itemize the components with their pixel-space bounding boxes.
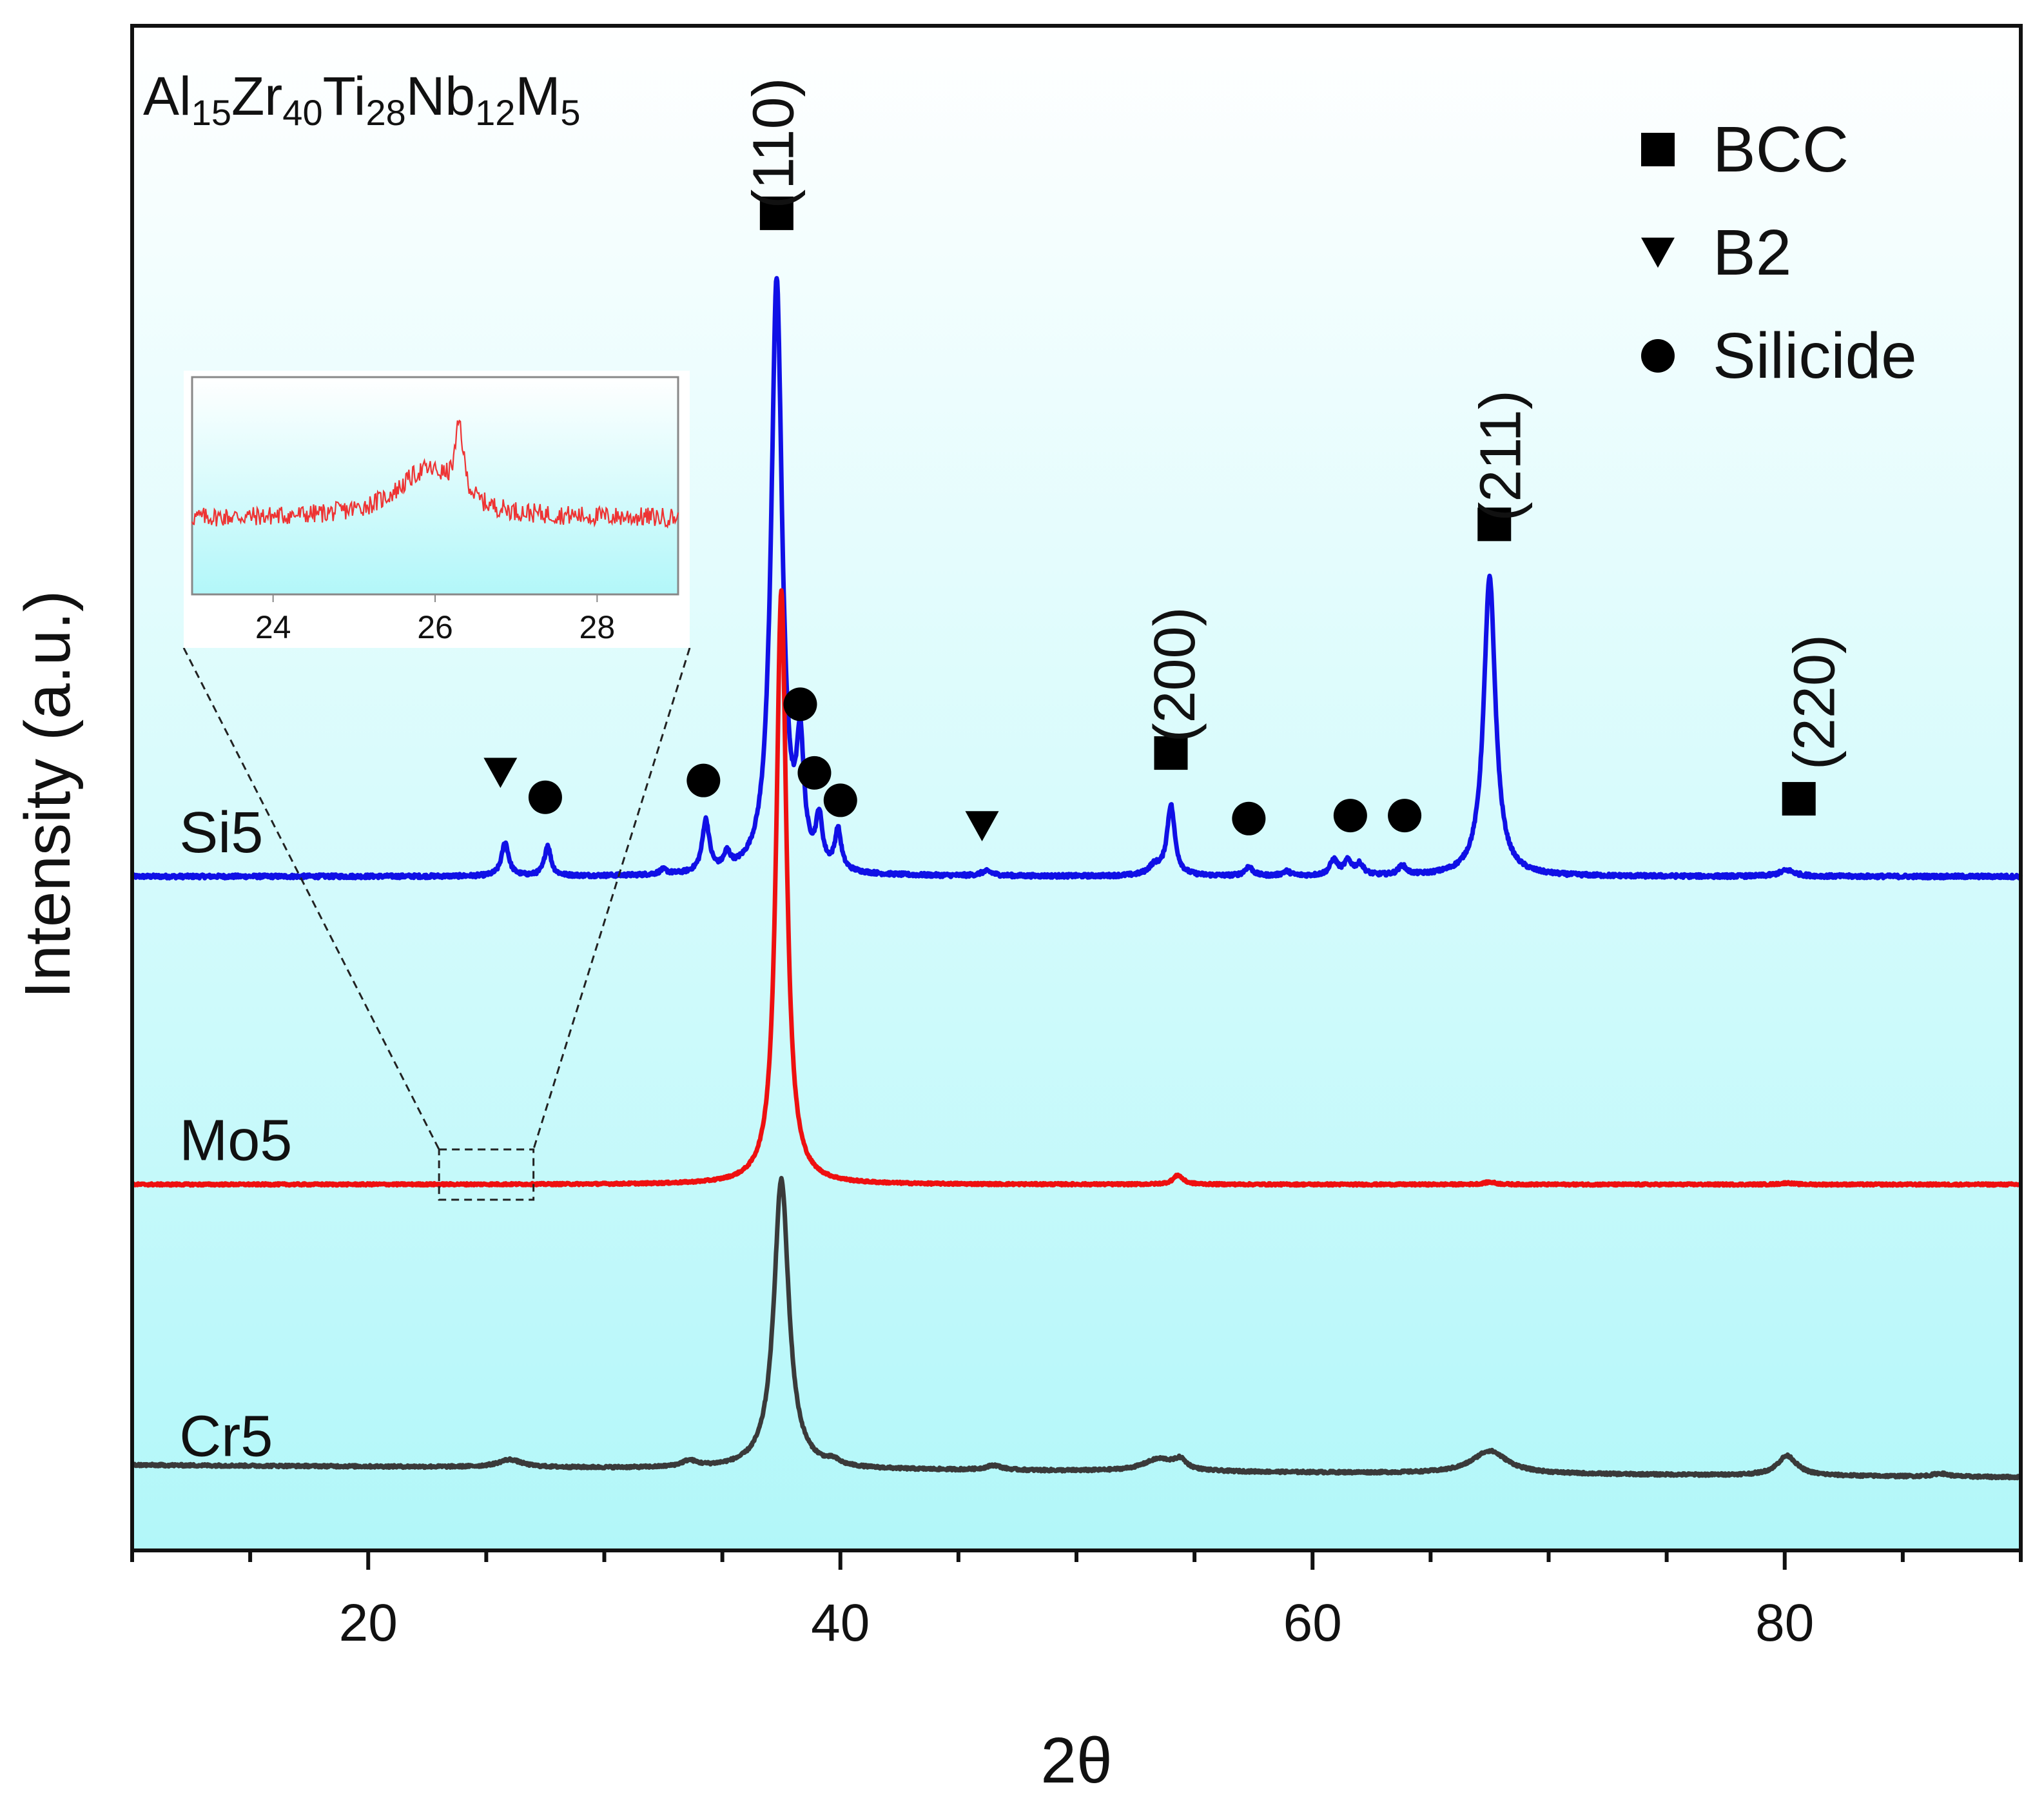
silicide-marker xyxy=(823,783,857,817)
plot-background xyxy=(132,26,2021,1550)
inset-tick-label-28: 28 xyxy=(579,609,616,645)
x-axis-title: 2θ xyxy=(1040,1724,1112,1797)
series-line-si5 xyxy=(130,276,2023,881)
zoom-indicator xyxy=(182,647,691,1201)
series-layer xyxy=(130,276,2023,1481)
silicide-marker xyxy=(686,763,721,797)
legend-bcc-symbol xyxy=(1641,133,1675,166)
series-label-mo5: Mo5 xyxy=(179,1109,292,1173)
inset-frame xyxy=(191,376,679,596)
bcc-marker xyxy=(759,196,793,230)
inset-plot: 24 26 28 xyxy=(184,371,690,648)
zoom-connector-left xyxy=(182,647,440,1150)
zoom-connector-right xyxy=(532,647,691,1150)
legend-b2-label: B2 xyxy=(1713,217,1791,289)
series-line-mo5 xyxy=(130,588,2023,1188)
silicide-marker xyxy=(797,756,832,790)
x-tick-label-80: 80 xyxy=(1755,1594,1814,1652)
bcc-marker xyxy=(1154,736,1188,770)
legend: BCC B2 Silicide xyxy=(1641,113,1917,392)
plot-title: Al15Zr40Ti28Nb12M5 xyxy=(143,66,581,133)
peak-label-110: (110) xyxy=(742,77,806,208)
silicide-marker xyxy=(783,687,817,721)
b2-marker xyxy=(483,757,518,788)
silicide-marker xyxy=(1232,801,1266,835)
peak-label-211: (211) xyxy=(1469,390,1533,521)
legend-silicide-symbol xyxy=(1641,339,1675,373)
x-axis: 20 40 60 80 xyxy=(130,1550,2023,1652)
silicide-marker xyxy=(1388,799,1422,833)
inset-tick-label-24: 24 xyxy=(255,609,291,645)
phase-markers xyxy=(483,196,1816,842)
series-label-si5: Si5 xyxy=(179,801,263,865)
series-line-cr5 xyxy=(130,1176,2023,1481)
inset-tick-label-26: 26 xyxy=(417,609,453,645)
series-label-cr5: Cr5 xyxy=(179,1404,273,1469)
y-axis-title: Intensity (a.u.) xyxy=(12,591,84,999)
legend-silicide-label: Silicide xyxy=(1713,320,1917,392)
bcc-marker xyxy=(1782,782,1816,816)
silicide-marker xyxy=(528,780,562,814)
silicide-marker xyxy=(1333,799,1367,833)
x-tick-label-40: 40 xyxy=(811,1594,870,1652)
x-tick-label-60: 60 xyxy=(1283,1594,1342,1652)
x-tick-label-20: 20 xyxy=(339,1594,398,1652)
peak-label-220: (220) xyxy=(1783,634,1847,770)
peak-label-200: (200) xyxy=(1143,607,1207,742)
annotation-labels: Si5 Mo5 Cr5 (110) (200) (211) (220) xyxy=(179,77,1847,1469)
b2-marker xyxy=(965,811,999,842)
legend-b2-symbol xyxy=(1641,237,1675,268)
inset-line xyxy=(191,419,679,529)
zoom-box xyxy=(438,1148,535,1201)
bcc-marker xyxy=(1477,507,1512,542)
legend-bcc-label: BCC xyxy=(1713,113,1849,186)
